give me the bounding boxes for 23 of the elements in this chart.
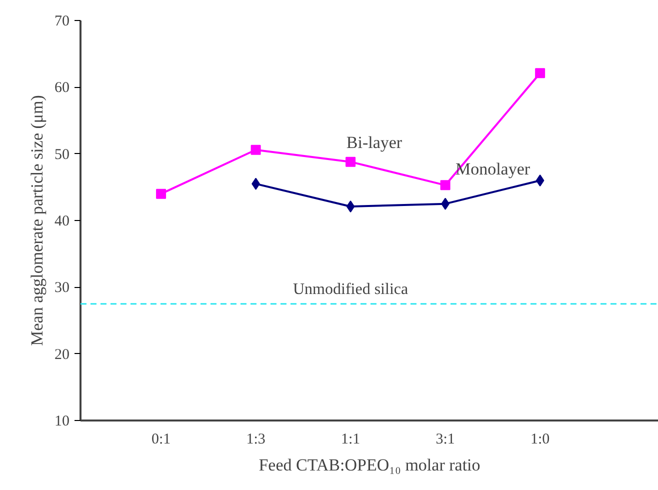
y-tick-label: 60 xyxy=(54,80,70,96)
y-tick-label: 50 xyxy=(54,146,70,163)
point xyxy=(250,144,261,155)
ref-line-label: Unmodified silica xyxy=(293,280,408,298)
point xyxy=(346,156,356,167)
y-tick-label: 20 xyxy=(54,346,70,363)
x-tick-label: 1:3 xyxy=(246,432,266,448)
point xyxy=(440,180,450,190)
y-tick-label: 10 xyxy=(54,414,70,430)
x-tick-label: 1:0 xyxy=(530,432,550,448)
x-tick-label: 1:1 xyxy=(340,432,360,448)
y-tick-label: 70 xyxy=(54,14,70,30)
x-tick-label: 0:1 xyxy=(151,432,171,448)
y-tick-label: 40 xyxy=(54,214,70,230)
point xyxy=(346,200,355,212)
point xyxy=(156,188,166,199)
y-axis-title: Mean agglomerate particle size (μm) xyxy=(28,95,46,346)
x-tick-label: 3:1 xyxy=(436,432,455,448)
x-axis-title: Feed CTAB:OPEO₁₀ molar ratio xyxy=(258,456,480,474)
series-label: Bi-layer xyxy=(346,132,402,152)
y-tick-label: 30 xyxy=(54,280,70,296)
point xyxy=(535,68,546,78)
point xyxy=(536,174,544,186)
